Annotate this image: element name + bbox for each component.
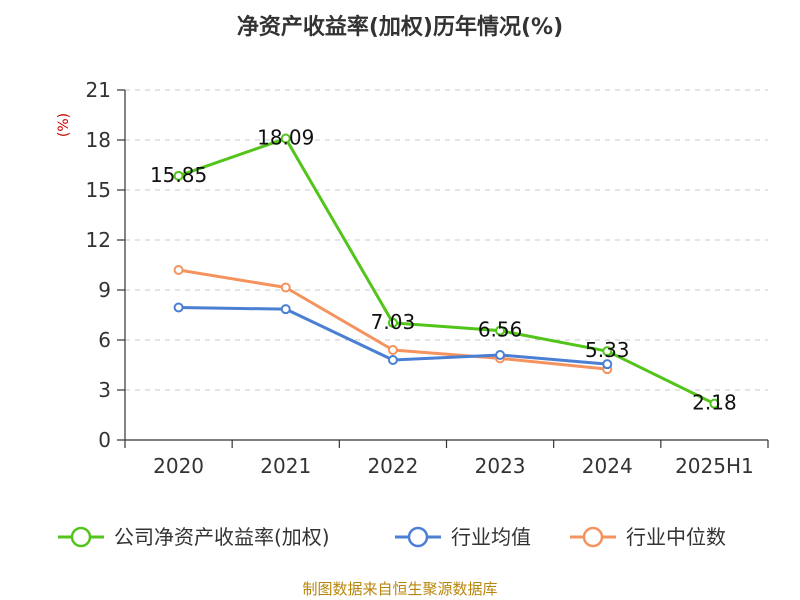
legend-marker	[407, 526, 429, 548]
legend-label: 公司净资产收益率(加权)	[114, 525, 330, 549]
y-tick-label: 12	[86, 228, 111, 252]
y-tick-label: 18	[86, 128, 111, 152]
series-point	[387, 355, 398, 365]
series-point	[602, 346, 613, 357]
data-label: 5.33	[585, 338, 630, 362]
x-tick-label: 2020	[153, 454, 204, 478]
data-label: 6.56	[478, 318, 523, 342]
data-label: 2.18	[692, 391, 737, 415]
data-label: 7.03	[371, 310, 416, 334]
series-point	[495, 325, 506, 336]
legend-label: 行业中位数	[626, 525, 726, 549]
legend-marker	[582, 526, 604, 548]
data-labels: 15.85 18.09 7.03 6.56 5.33 2.18	[150, 126, 737, 415]
series-point	[173, 302, 184, 313]
series-point	[280, 282, 291, 293]
series-point	[495, 350, 506, 360]
series-point	[602, 359, 613, 370]
legend-marker	[70, 526, 92, 548]
series-point	[280, 304, 291, 315]
chart-title: 净资产收益率(加权)历年情况(%)	[237, 14, 563, 40]
y-tick-label: 9	[98, 278, 111, 302]
x-tick-label: 2022	[367, 454, 418, 478]
legend-label: 行业均值	[451, 525, 531, 549]
series-line	[178, 137, 716, 406]
y-tick-label: 21	[86, 78, 111, 102]
series-point	[173, 265, 184, 275]
data-label: 15.85	[150, 163, 207, 187]
y-tick-label: 0	[98, 428, 111, 452]
series-point	[173, 170, 184, 181]
grid-lines	[125, 89, 768, 391]
y-tick-label: 3	[98, 378, 111, 402]
series-layer	[173, 133, 720, 409]
y-tick-label: 6	[98, 328, 111, 352]
data-label: 18.09	[257, 126, 314, 150]
axes: 0 3 6 9 12 15 18 21 2020 2021 2022 2023 2024 2025H1	[86, 78, 769, 478]
series-point	[387, 345, 398, 355]
y-tick-label: 15	[86, 178, 111, 202]
series-point	[709, 398, 720, 409]
y-unit-label: (%)	[56, 113, 72, 137]
x-tick-label: 2024	[582, 454, 633, 478]
source-note: 制图数据来自恒生聚源数据库	[302, 580, 497, 598]
legend: 公司净资产收益率(加权) 行业均值 行业中位数	[58, 525, 726, 549]
x-tick-label: 2023	[475, 454, 526, 478]
series-point	[280, 133, 291, 144]
series-point	[387, 317, 398, 328]
x-tick-label: 2025H1	[675, 454, 754, 478]
x-tick-label: 2021	[260, 454, 311, 478]
